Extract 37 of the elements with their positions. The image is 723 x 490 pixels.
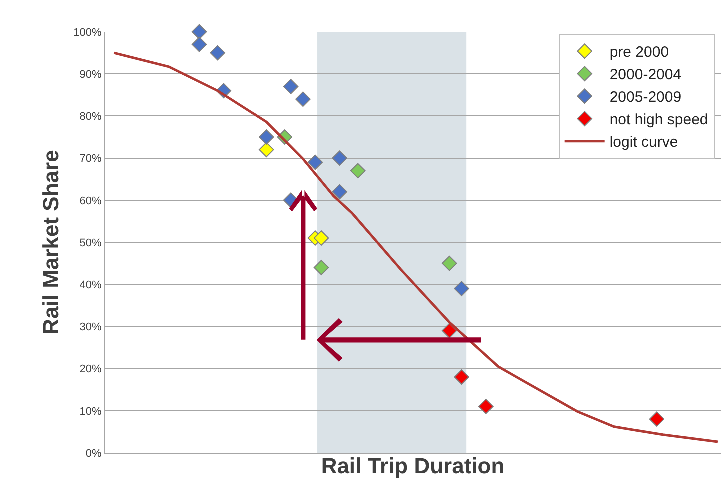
y-tick-label: 80% bbox=[80, 111, 102, 124]
y-tick-label: 70% bbox=[80, 153, 102, 166]
y-tick-label: 10% bbox=[80, 406, 102, 418]
legend-label: 2000-2004 bbox=[610, 66, 682, 84]
point bbox=[192, 36, 208, 52]
y-axis-title: Rail Market Share bbox=[38, 150, 64, 335]
point bbox=[283, 79, 299, 94]
y-tick-label: 90% bbox=[80, 68, 102, 81]
point bbox=[314, 260, 330, 276]
y-tick-label: 60% bbox=[80, 195, 102, 208]
x-axis-title: Rail Trip Duration bbox=[321, 453, 505, 478]
legend-label: not high speed bbox=[610, 112, 708, 129]
point bbox=[454, 281, 470, 296]
point bbox=[308, 154, 324, 170]
point bbox=[442, 256, 458, 272]
y-tick-label: 50% bbox=[80, 237, 102, 250]
point bbox=[258, 142, 274, 158]
point bbox=[454, 370, 470, 385]
point bbox=[258, 130, 274, 145]
y-tick-label: 0% bbox=[86, 448, 102, 460]
point bbox=[332, 150, 348, 166]
point bbox=[296, 92, 311, 108]
point bbox=[442, 323, 458, 339]
legend-label: pre 2000 bbox=[610, 44, 670, 62]
point bbox=[192, 24, 208, 40]
y-tick-label: 20% bbox=[80, 364, 102, 376]
legend-label: logit curve bbox=[610, 134, 678, 152]
point bbox=[314, 230, 330, 246]
y-tick-label: 40% bbox=[80, 279, 102, 292]
point bbox=[478, 399, 494, 414]
point bbox=[350, 163, 366, 179]
point bbox=[210, 45, 226, 61]
point bbox=[649, 412, 665, 427]
legend-label: 2005-2009 bbox=[610, 89, 682, 106]
point bbox=[332, 184, 348, 200]
y-tick-label: 100% bbox=[74, 26, 102, 39]
y-tick-label: 30% bbox=[80, 322, 102, 334]
